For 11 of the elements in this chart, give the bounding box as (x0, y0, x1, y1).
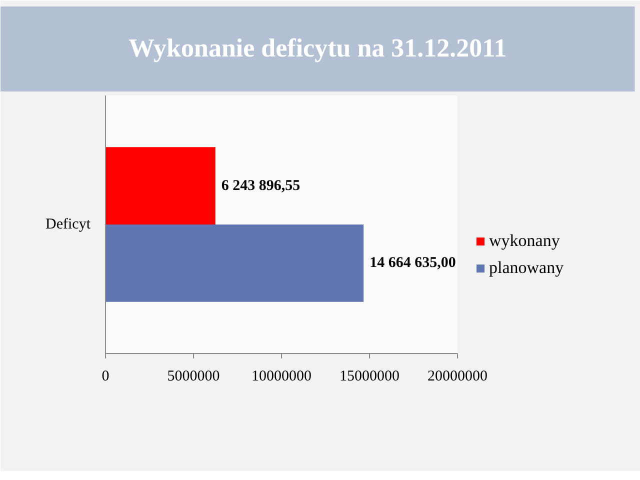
data-label: 6 243 896,55 (221, 178, 300, 194)
data-label: 14 664 635,00 (370, 255, 456, 272)
x-tick-label: 20000000 (428, 368, 488, 384)
y-tick-label: Deficyt (46, 216, 92, 232)
x-tick-label: 15000000 (340, 368, 400, 384)
x-tick-label: 5000000 (167, 368, 220, 384)
legend-label: wykonany (489, 231, 560, 251)
chart-title: Wykonanie deficytu na 31.12.2011 (128, 34, 507, 62)
legend-label: planowany (489, 258, 564, 278)
x-tick-label: 10000000 (252, 368, 312, 384)
x-tick-label: 0 (102, 368, 110, 384)
